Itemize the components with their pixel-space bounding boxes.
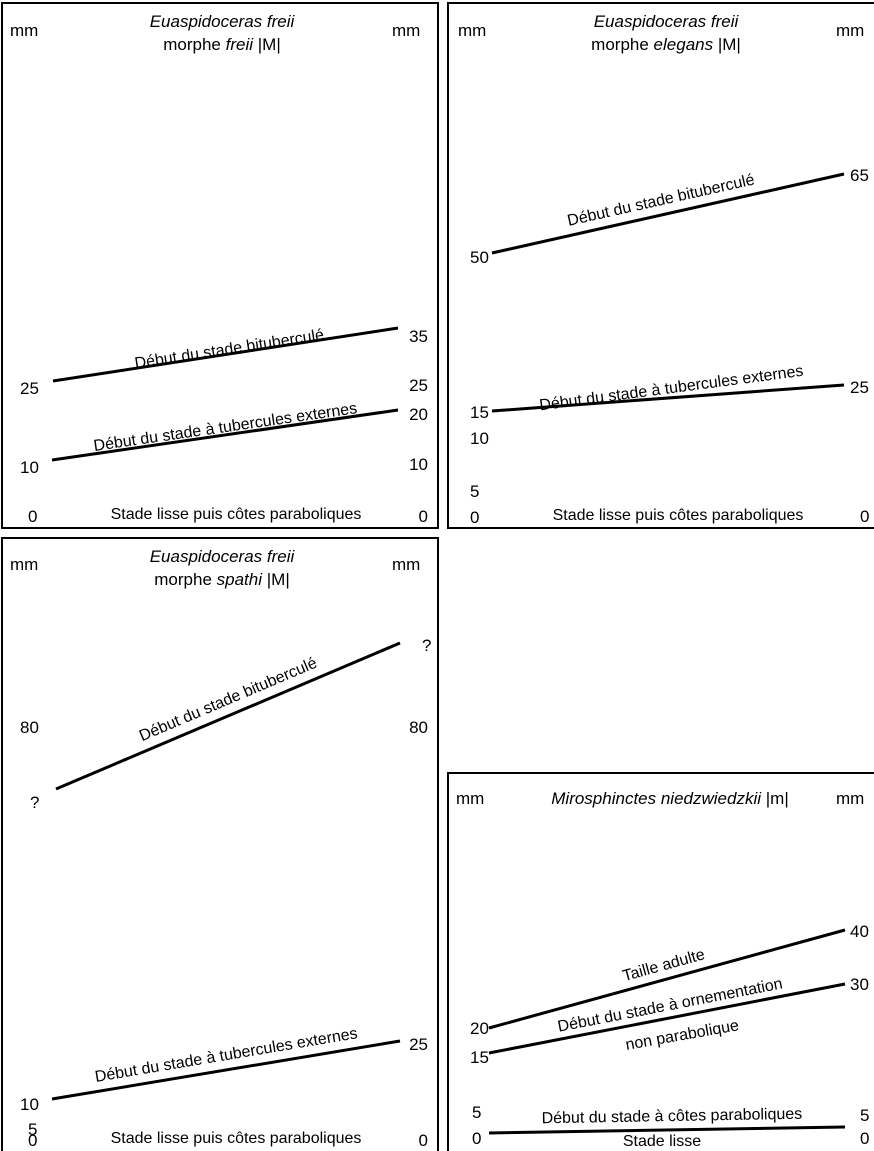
tick-label-right: 25 <box>850 378 869 397</box>
tick-label-right: 25 <box>409 1035 428 1054</box>
tick-label-right: 20 <box>409 405 428 424</box>
series-label: Début du stade bituberculé <box>134 327 326 373</box>
series-label: Début du stade à côtes paraboliques <box>541 1106 802 1128</box>
series-line <box>491 383 845 413</box>
tick-label-left: 0 <box>472 1129 481 1148</box>
series-label: Début du stade à tubercules externes <box>93 400 359 455</box>
unit-right: mm <box>392 555 420 574</box>
series-label: Début du stade à ornementation <box>556 975 784 1035</box>
tick-label-left: 20 <box>470 1019 489 1038</box>
series-line <box>488 982 846 1055</box>
tick-label-left: 15 <box>470 403 489 422</box>
tick-label-left: 10 <box>20 1095 39 1114</box>
tick-label-right: 0 <box>860 1129 869 1148</box>
panel-title: Euaspidoceras freii <box>150 547 296 566</box>
panel-title: Mirosphinctes niedzwiedzkii |m| <box>551 789 788 808</box>
unit-left: mm <box>10 555 38 574</box>
unit-left: mm <box>456 789 484 808</box>
panel-subtitle: morphe freii |M| <box>163 35 281 54</box>
base-stage-label: Stade lisse puis côtes paraboliques <box>553 507 804 524</box>
series-line <box>488 1125 846 1135</box>
tick-label-left: 5 <box>28 1120 37 1139</box>
panel-frame <box>447 772 874 1151</box>
tick-label-left: 25 <box>20 379 39 398</box>
tick-label-left: 5 <box>472 1103 481 1122</box>
series-label: Début du stade à tubercules externes <box>538 363 804 415</box>
panel-frame <box>1 2 439 529</box>
tick-label-left: 0 <box>470 508 479 527</box>
tick-label-right: 0 <box>860 507 869 526</box>
series-label: Début du stade bituberculé <box>137 655 320 745</box>
tick-label-right: 0 <box>419 507 428 526</box>
panel-subtitle: morphe elegans |M| <box>591 35 741 54</box>
unit-right: mm <box>392 21 420 40</box>
panel-title: Euaspidoceras freii <box>594 12 740 31</box>
unit-left: mm <box>458 21 486 40</box>
series-line <box>52 326 399 383</box>
base-stage-label: Stade lisse puis côtes paraboliques <box>111 506 362 523</box>
unit-right: mm <box>836 21 864 40</box>
tick-label-right: 65 <box>850 166 869 185</box>
unit-right: mm <box>836 789 864 808</box>
tick-label-right: 40 <box>850 922 869 941</box>
tick-label-right: 35 <box>409 327 428 346</box>
panel-elegans: mm mm Euaspidoceras freii morphe elegans… <box>447 2 874 529</box>
series-line <box>491 172 845 255</box>
panel-title: Euaspidoceras freii <box>150 12 296 31</box>
panel-freii: mm mm Euaspidoceras freii morphe freii |… <box>1 2 439 529</box>
tick-label-left: 10 <box>470 429 489 448</box>
tick-label-left: 15 <box>470 1048 489 1067</box>
tick-label-right: ? <box>422 636 431 655</box>
series-line <box>55 641 401 791</box>
tick-label-right: 10 <box>409 455 428 474</box>
series-line <box>51 408 399 462</box>
tick-label-right: 25 <box>409 376 428 395</box>
base-stage-label: Stade lisse puis côtes paraboliques <box>111 1130 362 1147</box>
tick-label-left: 0 <box>28 1131 37 1150</box>
tick-label-right: 0 <box>419 1131 428 1150</box>
tick-label-right: 30 <box>850 975 869 994</box>
tick-label-right: 80 <box>409 718 428 737</box>
base-stage-label: Stade lisse <box>623 1133 701 1150</box>
series-line <box>51 1039 401 1101</box>
tick-label-left: 0 <box>28 507 37 526</box>
tick-label-left: 80 <box>20 718 39 737</box>
tick-label-left: 50 <box>470 248 489 267</box>
panel-subtitle: morphe spathi |M| <box>154 570 289 589</box>
panel-frame <box>1 537 439 1151</box>
panel-mirosphinctes: mm mm Mirosphinctes niedzwiedzkii |m| Ta… <box>447 772 874 1151</box>
tick-label-right: 5 <box>860 1106 869 1125</box>
tick-label-left: 10 <box>20 458 39 477</box>
series-line <box>488 928 846 1030</box>
panel-frame <box>447 2 874 529</box>
tick-label-left: 5 <box>470 482 479 501</box>
panel-spathi: mm mm Euaspidoceras freii morphe spathi … <box>1 537 439 1151</box>
unit-left: mm <box>10 21 38 40</box>
tick-label-left: ? <box>30 793 39 812</box>
